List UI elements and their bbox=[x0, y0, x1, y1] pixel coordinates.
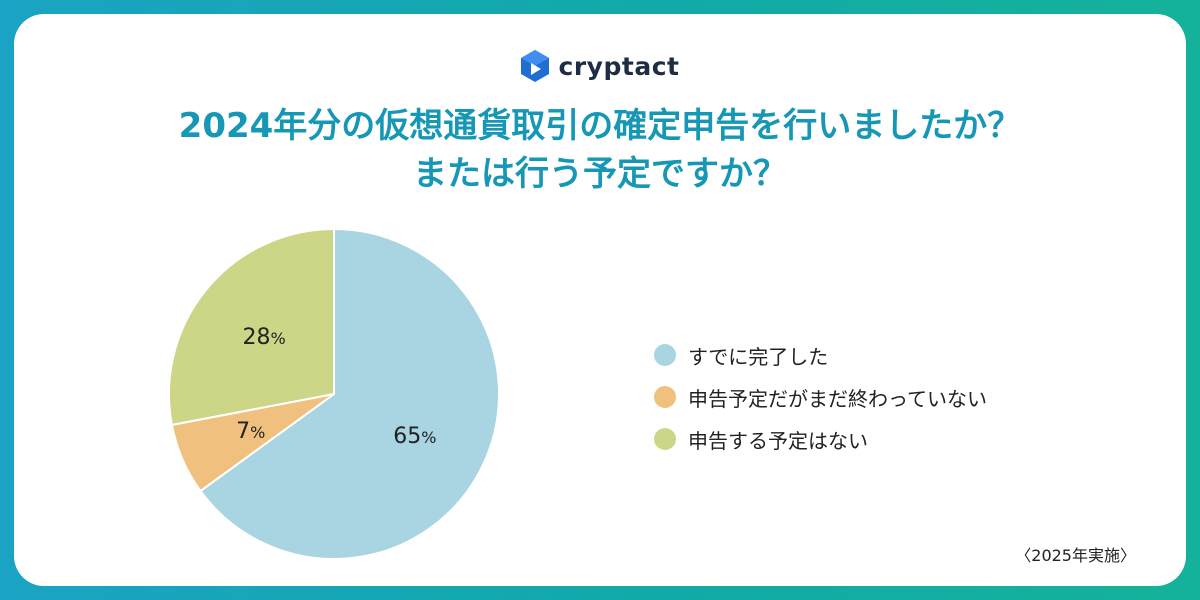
survey-date-note: 〈2025年実施〉 bbox=[1015, 546, 1136, 565]
legend-swatch bbox=[654, 344, 676, 366]
legend-item: 申告予定だがまだ終わっていない bbox=[654, 376, 987, 418]
page-title: 2024年分の仮想通貨取引の確定申告を行いましたか？ または行う予定ですか？ bbox=[14, 102, 1186, 198]
title-line-1: 2024年分の仮想通貨取引の確定申告を行いましたか？ bbox=[178, 106, 1022, 146]
pie-data-label: 7% bbox=[236, 419, 265, 444]
pie-slice bbox=[199, 227, 500, 560]
legend-item: すでに完了した bbox=[654, 334, 987, 376]
card: cryptact 2024年分の仮想通貨取引の確定申告を行いましたか？ または行… bbox=[14, 14, 1186, 586]
legend-label: 申告予定だがまだ終わっていない bbox=[688, 386, 987, 411]
title-line-2: または行う予定ですか？ bbox=[413, 154, 787, 194]
brand-name: cryptact bbox=[558, 51, 680, 81]
legend-item: 申告する予定はない bbox=[654, 418, 987, 460]
legend-label: すでに完了した bbox=[688, 344, 829, 369]
cryptact-logo-icon bbox=[520, 50, 549, 82]
pie-chart: 65% 7% 28% bbox=[164, 224, 504, 564]
legend-label: 申告する予定はない bbox=[688, 428, 868, 453]
pie-data-label: 28% bbox=[242, 325, 285, 350]
pie-slice bbox=[168, 227, 335, 427]
brand-logo: cryptact bbox=[14, 50, 1186, 82]
legend: すでに完了した 申告予定だがまだ終わっていない 申告する予定はない bbox=[654, 334, 987, 460]
legend-swatch bbox=[654, 386, 676, 408]
pie-svg: 65% 7% 28% bbox=[168, 227, 500, 560]
legend-swatch bbox=[654, 428, 676, 450]
pie-data-label: 65% bbox=[393, 424, 436, 449]
